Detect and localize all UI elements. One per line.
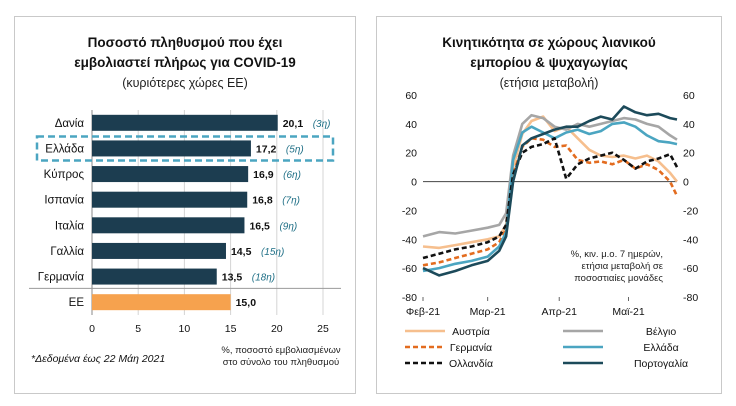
line-legend: Αυστρία Βέλγιο Γερμανία Ελλάδα Ολλανδία Πορτο… (405, 326, 688, 370)
legend-label: Ολλανδία (449, 358, 493, 370)
bar (92, 114, 278, 131)
legend-label: Ελλάδα (643, 342, 678, 354)
bar (92, 166, 249, 183)
bar-rank-label: (7η) (282, 196, 300, 207)
highlight-box (35, 135, 335, 162)
y-tick-label-right: -60 (683, 263, 698, 275)
line-chart-title-line-2: εμπορίου & ψυχαγωγίας (470, 55, 627, 70)
bar-chart-title-line-2: εμβολιαστεί πλήρως για COVID-19 (74, 55, 296, 70)
y-tick-label-right: 0 (683, 177, 689, 189)
bar-category-label: Κύπρος (44, 169, 85, 181)
bar-x-tick-label: 20 (271, 323, 283, 335)
bar-value-label: 16,5 (249, 220, 270, 232)
bar-xlabel-line-2: στο σύνολο του πληθυσμού (223, 357, 339, 368)
bar-category-label: Γαλλία (50, 246, 84, 258)
y-tick-label-left: -40 (402, 234, 417, 246)
y-tick-label-left: 0 (411, 177, 417, 189)
bar-rank-label: (3η) (313, 119, 331, 130)
bar (92, 294, 231, 311)
bar-rank-label: (6η) (283, 170, 301, 181)
x-tick-label: Φεβ-21 (406, 306, 440, 318)
bar-marks: Δανία 20,1 (3η) Ελλάδα 17,2 (5η) Κύπρος 16,9 (6η… (35, 114, 335, 311)
bar-value-label: 14,5 (231, 246, 252, 258)
line-chart-title-line-1: Κινητικότητα σε χώρους λιανικού (442, 35, 656, 50)
line-note-line-1: %, κιν. μ.ο. 7 ημερών, (571, 249, 663, 260)
bar-category-label: ΕΕ (69, 297, 85, 309)
y-tick-label-right: 60 (683, 90, 695, 102)
bar (92, 217, 245, 234)
y-tick-label-right: -80 (683, 292, 698, 304)
bar-rank-label: (15η) (261, 247, 284, 258)
y-tick-label-right: 20 (683, 148, 695, 160)
x-tick-label: Μαϊ-21 (612, 306, 644, 318)
mobility-line-chart: Κινητικότητα σε χώρους λιανικού εμπορίου… (402, 35, 699, 370)
line-note-line-2: ετήσια μεταβολή σε (581, 261, 663, 272)
bar (92, 242, 226, 259)
bar-category-label: Ισπανία (44, 195, 84, 207)
bar-rank-label: (9η) (279, 221, 297, 232)
bar (92, 140, 251, 157)
bar (92, 268, 217, 285)
bar-rank-label: (18η) (252, 273, 275, 284)
bar-x-tick-label: 5 (135, 323, 141, 335)
series-line (422, 113, 678, 238)
bar-x-tick-labels: 0 5 10 15 20 25 (89, 323, 329, 335)
mobility-chart-panel: Κινητικότητα σε χώρους λιανικού εμπορίου… (376, 16, 722, 394)
bar-chart-subtitle: (κυριότερες χώρες ΕΕ) (122, 76, 248, 90)
bar-x-tick-label: 25 (317, 323, 329, 335)
line-series (422, 105, 679, 277)
bar-chart-title-line-1: Ποσοστό πληθυσμού που έχει (88, 35, 283, 50)
bar-rank-label: (5η) (286, 144, 304, 155)
bar-value-label: 13,5 (222, 272, 243, 284)
y-tick-label-right: -20 (683, 205, 698, 217)
x-tick-label: Μαρ-21 (470, 306, 506, 318)
line-axes: 60 60 40 40 20 20 0 0 -20 -20 -40 -40 -60 -60 -80 -80 Φε… (402, 90, 699, 318)
y-tick-label-left: 40 (405, 119, 417, 131)
bar-x-tick-label: 15 (225, 323, 237, 335)
bar-value-label: 15,0 (236, 297, 257, 309)
legend-label: Πορτογαλία (634, 358, 688, 370)
y-tick-label-right: 40 (683, 119, 695, 131)
line-note-line-3: ποσοστιαίες μονάδες (574, 273, 663, 284)
y-tick-label-right: -40 (683, 234, 698, 246)
y-tick-label-left: 60 (405, 90, 417, 102)
legend-label: Γερμανία (450, 342, 492, 354)
bar-category-label: Δανία (55, 118, 85, 130)
vaccination-chart-panel: Ποσοστό πληθυσμού που έχει εμβολιαστεί π… (14, 16, 356, 394)
y-tick-label-left: -20 (402, 205, 417, 217)
bar-x-tick-label: 0 (89, 323, 95, 335)
bar (92, 191, 248, 208)
bar-value-label: 16,8 (252, 195, 273, 207)
bar-value-label: 17,2 (256, 143, 277, 155)
legend-label: Αυστρία (452, 326, 490, 338)
y-tick-label-left: 20 (405, 148, 417, 160)
bar-category-label: Γερμανία (38, 272, 85, 284)
bar-category-label: Ιταλία (55, 220, 85, 232)
bar-xlabel-line-1: %, ποσοστό εμβολιασμένων (221, 345, 340, 356)
bar-category-label: Ελλάδα (45, 143, 84, 155)
bar-x-tick-label: 10 (179, 323, 191, 335)
series-line (422, 137, 679, 260)
series-line (422, 105, 678, 277)
bar-value-label: 16,9 (253, 169, 274, 181)
bar-value-label: 20,1 (283, 118, 304, 130)
vaccination-bar-chart: Ποσοστό πληθυσμού που έχει εμβολιαστεί π… (29, 35, 341, 368)
y-tick-label-left: -80 (402, 292, 417, 304)
series-line (422, 115, 679, 250)
line-chart-subtitle: (ετήσια μεταβολή) (500, 76, 599, 90)
legend-label: Βέλγιο (646, 326, 677, 338)
x-tick-label: Απρ-21 (542, 306, 578, 318)
y-tick-label-left: -60 (402, 263, 417, 275)
bar-footnote: *Δεδομένα έως 22 Μάη 2021 (31, 353, 165, 365)
